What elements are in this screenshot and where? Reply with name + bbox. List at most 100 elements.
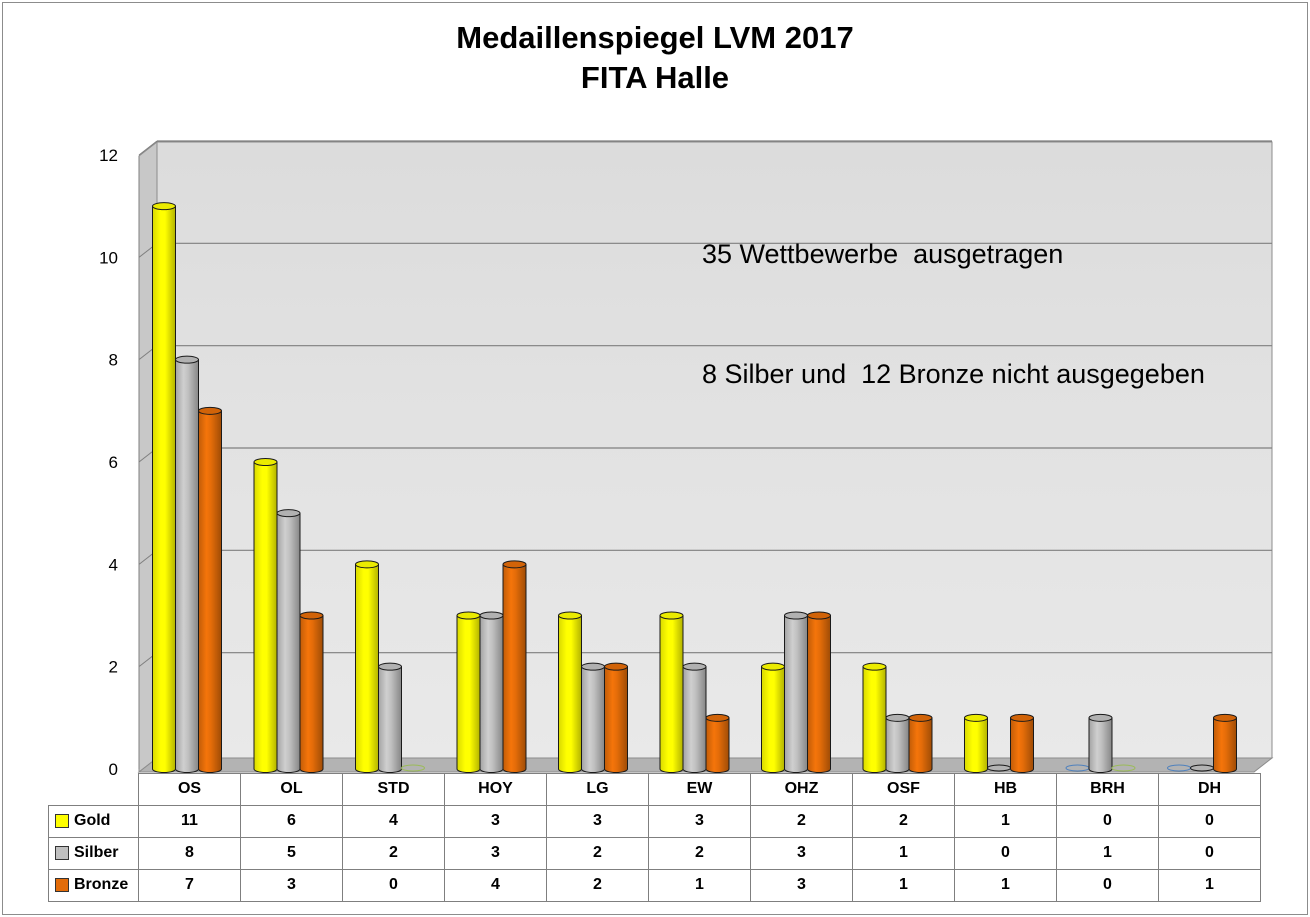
bar-gold-os bbox=[152, 205, 176, 773]
bar-silber-brh bbox=[1088, 717, 1113, 773]
bar-bronze-hoy bbox=[502, 563, 527, 773]
category-label: OSF bbox=[852, 773, 955, 806]
bar-zero-bronze-brh bbox=[1111, 764, 1136, 772]
bar-gold-hb bbox=[964, 717, 988, 773]
bar-bronze-ew bbox=[705, 717, 730, 773]
bar-top-gold-os bbox=[152, 202, 176, 211]
table-cell: 1 bbox=[1158, 868, 1261, 902]
table-row: Bronze 7 3 0 4 2 1 3 1 1 0 1 bbox=[48, 868, 1261, 902]
chart-title: Medaillenspiegel LVM 2017 FITA Halle bbox=[0, 18, 1310, 98]
table-cell: 1 bbox=[648, 868, 751, 902]
bar-top-silber-osf bbox=[885, 713, 910, 722]
table-cell: 3 bbox=[648, 804, 751, 838]
table-row: Gold 11 6 4 3 3 3 2 2 1 0 0 bbox=[48, 804, 1261, 838]
bar-bronze-ohz bbox=[807, 615, 831, 773]
table-cell: 7 bbox=[138, 868, 241, 902]
bar-top-gold-osf bbox=[862, 662, 887, 671]
category-label: BRH bbox=[1056, 773, 1159, 806]
y-tick-label: 12 bbox=[99, 146, 118, 165]
table-cell: 2 bbox=[546, 836, 649, 870]
bar-top-bronze-dh bbox=[1213, 713, 1237, 722]
category-label: STD bbox=[342, 773, 445, 806]
category-label: LG bbox=[546, 773, 649, 806]
table-cell: 0 bbox=[1158, 804, 1261, 838]
table-cell: 3 bbox=[546, 804, 649, 838]
data-table: OS OL STD HOY LG EW OHZ OSF HB BRH DH Gold 11 6 4 3 3 3 2 2… bbox=[48, 773, 1261, 902]
table-cell: 0 bbox=[1158, 836, 1261, 870]
category-label: OS bbox=[138, 773, 241, 806]
bar-top-bronze-ohz bbox=[807, 611, 831, 620]
table-cell: 11 bbox=[138, 804, 241, 838]
category-label: OHZ bbox=[750, 773, 853, 806]
y-tick-label: 2 bbox=[109, 658, 118, 677]
y-tick-label: 10 bbox=[99, 248, 118, 267]
bar-silber-os bbox=[175, 359, 199, 773]
bar-silber-ew bbox=[682, 666, 707, 773]
y-tick-label: 8 bbox=[109, 351, 118, 370]
bar-bronze-hb bbox=[1010, 717, 1034, 773]
table-cell: 1 bbox=[1056, 836, 1159, 870]
category-label: OL bbox=[240, 773, 343, 806]
bar-gold-ol bbox=[253, 461, 278, 773]
table-cell: 4 bbox=[342, 804, 445, 838]
category-label: HOY bbox=[444, 773, 547, 806]
legend-key bbox=[55, 845, 69, 860]
bar-top-gold-ohz bbox=[761, 662, 785, 671]
bar-top-gold-lg bbox=[558, 611, 582, 620]
legend-key bbox=[55, 877, 69, 892]
table-cell: 0 bbox=[954, 836, 1057, 870]
table-cell: 3 bbox=[240, 868, 343, 902]
data-table-grid: OS OL STD HOY LG EW OHZ OSF HB BRH DH Gold 11 6 4 3 3 3 2 2… bbox=[48, 773, 1261, 902]
legend-entry: Bronze bbox=[48, 868, 139, 902]
bar-gold-hoy bbox=[456, 615, 481, 773]
bar-top-silber-std bbox=[378, 662, 402, 671]
legend-key bbox=[55, 813, 69, 828]
y-tick-label: 4 bbox=[109, 555, 118, 574]
table-cell: 8 bbox=[138, 836, 241, 870]
y-tick-label: 6 bbox=[109, 453, 118, 472]
bar-top-silber-ol bbox=[276, 509, 301, 518]
bar-top-silber-brh bbox=[1088, 713, 1113, 722]
bar-silber-ol bbox=[276, 512, 301, 773]
bar-top-bronze-hb bbox=[1010, 713, 1034, 722]
y-tick-label: 0 bbox=[109, 760, 118, 779]
chart-title-line-2: FITA Halle bbox=[580, 60, 730, 95]
table-cell: 1 bbox=[954, 804, 1057, 838]
bar-top-gold-ew bbox=[659, 611, 684, 620]
table-cell: 6 bbox=[240, 804, 343, 838]
bar-top-silber-hoy bbox=[479, 611, 504, 620]
category-label: DH bbox=[1158, 773, 1261, 806]
bar-silber-osf bbox=[885, 717, 910, 773]
table-cell: 0 bbox=[1056, 868, 1159, 902]
legend-label: Bronze bbox=[74, 876, 129, 893]
table-cell: 2 bbox=[546, 868, 649, 902]
bar-top-bronze-hoy bbox=[502, 560, 527, 569]
table-cell: 2 bbox=[852, 804, 955, 838]
bar-top-gold-hoy bbox=[456, 611, 481, 620]
bar-silber-std bbox=[378, 666, 402, 773]
table-row: Silber 8 5 2 3 2 2 3 1 0 1 0 bbox=[48, 836, 1261, 870]
bar-top-silber-ohz bbox=[784, 611, 808, 620]
table-cell: 1 bbox=[852, 836, 955, 870]
legend-label: Gold bbox=[74, 812, 111, 829]
bar-top-gold-std bbox=[355, 560, 379, 569]
annotation-line-2: 8 Silber und 12 Bronze nicht ausgegeben bbox=[702, 359, 1205, 389]
bar-top-silber-lg bbox=[581, 662, 605, 671]
table-cell: 4 bbox=[444, 868, 547, 902]
table-cell: 0 bbox=[1056, 804, 1159, 838]
bar-bronze-lg bbox=[604, 666, 628, 773]
bar-top-bronze-lg bbox=[604, 662, 628, 671]
table-cell: 3 bbox=[750, 868, 853, 902]
annotation-text: 35 Wettbewerbe ausgetragen 8 Silber und … bbox=[702, 154, 1205, 434]
category-label: EW bbox=[648, 773, 751, 806]
chart-title-line-1: Medaillenspiegel LVM 2017 bbox=[456, 20, 854, 55]
legend-label: Silber bbox=[74, 844, 119, 861]
table-cell: 2 bbox=[648, 836, 751, 870]
legend-entry: Gold bbox=[48, 804, 139, 838]
bar-top-silber-ew bbox=[682, 662, 707, 671]
bar-top-gold-ol bbox=[253, 458, 278, 466]
table-cell: 5 bbox=[240, 836, 343, 870]
table-cell: 3 bbox=[444, 836, 547, 870]
bar-gold-std bbox=[355, 563, 379, 773]
